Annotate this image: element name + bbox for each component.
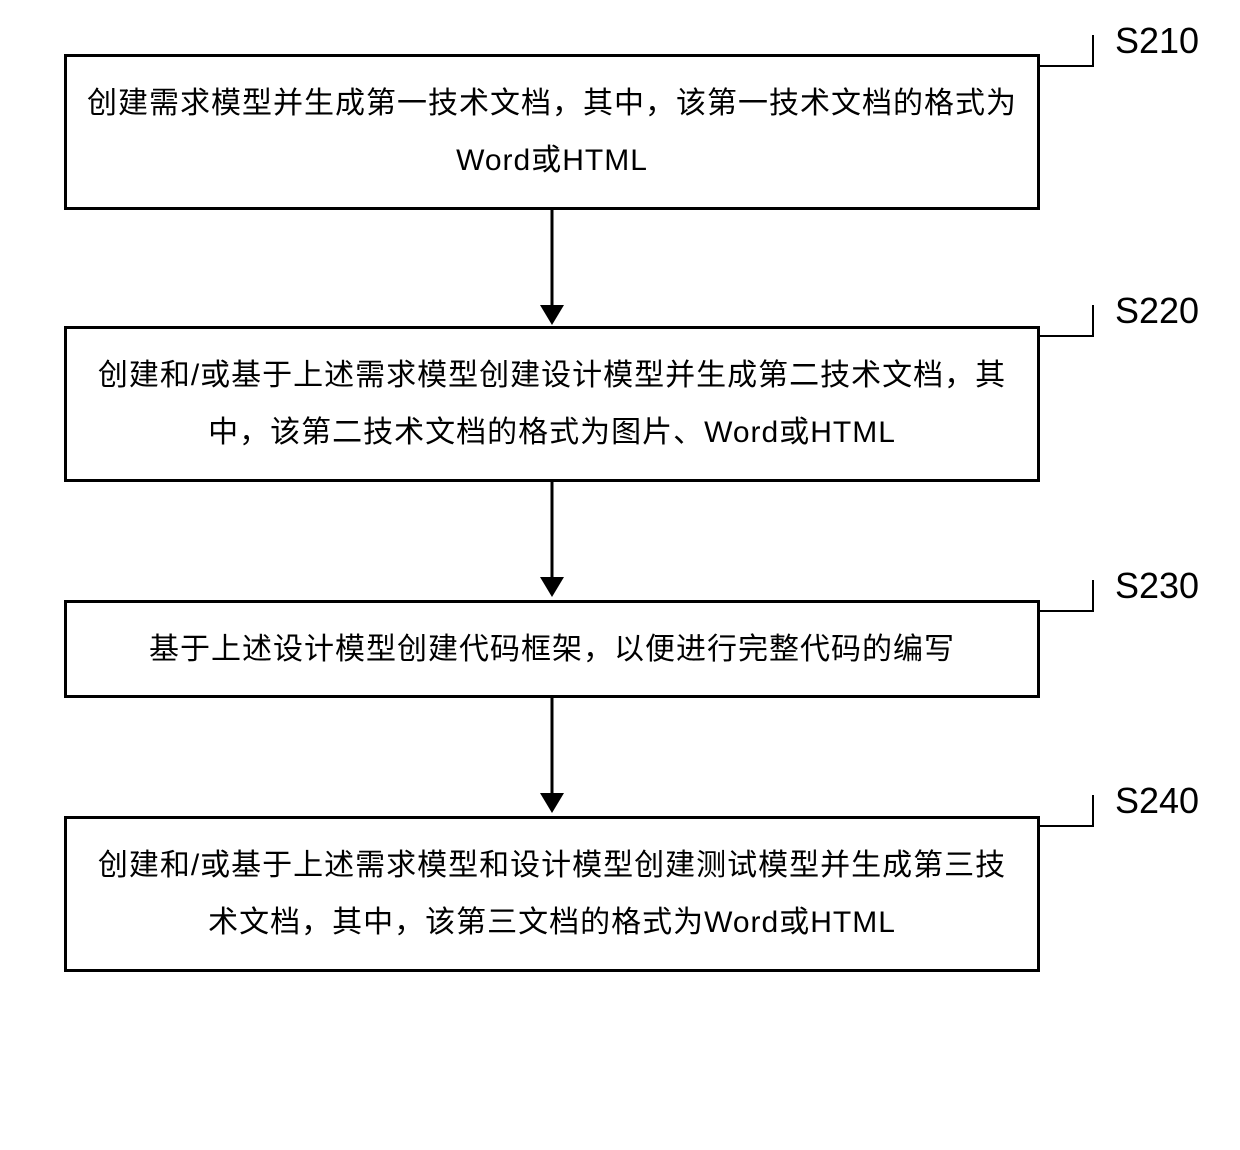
- step-s230: 基于上述设计模型创建代码框架，以便进行完整代码的编写: [64, 600, 1040, 698]
- step-s240-text: 创建和/或基于上述需求模型和设计模型创建测试模型并生成第三技术文档，其中，该第三…: [87, 837, 1017, 951]
- step-s220-text: 创建和/或基于上述需求模型创建设计模型并生成第二技术文档，其中，该第二技术文档的…: [87, 347, 1017, 461]
- step-s220: 创建和/或基于上述需求模型创建设计模型并生成第二技术文档，其中，该第二技术文档的…: [64, 326, 1040, 482]
- label-s220: S220: [1115, 290, 1199, 332]
- step-s230-text: 基于上述设计模型创建代码框架，以便进行完整代码的编写: [149, 621, 955, 678]
- step-s210-text: 创建需求模型并生成第一技术文档，其中，该第一技术文档的格式为Word或HTML: [87, 75, 1017, 189]
- flowchart-container: 创建需求模型并生成第一技术文档，其中，该第一技术文档的格式为Word或HTML …: [0, 0, 1240, 1150]
- label-s230: S230: [1115, 565, 1199, 607]
- step-s240: 创建和/或基于上述需求模型和设计模型创建测试模型并生成第三技术文档，其中，该第三…: [64, 816, 1040, 972]
- label-s240: S240: [1115, 780, 1199, 822]
- label-s210: S210: [1115, 20, 1199, 62]
- step-s210: 创建需求模型并生成第一技术文档，其中，该第一技术文档的格式为Word或HTML: [64, 54, 1040, 210]
